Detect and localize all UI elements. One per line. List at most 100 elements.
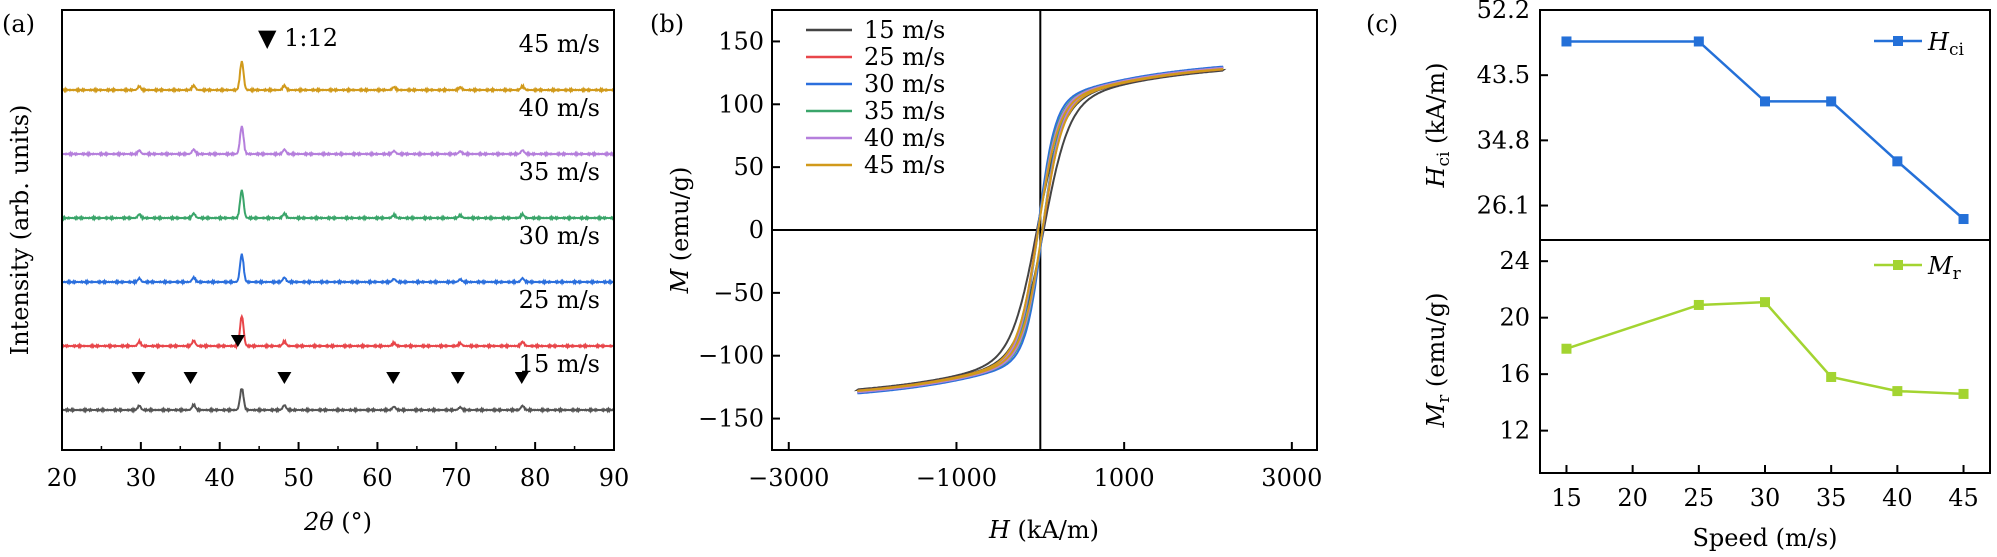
series-line: [1566, 300, 1964, 396]
x-tick-label: 80: [520, 464, 551, 492]
y-axis-unit-b: (emu/g): [666, 167, 694, 269]
x-axis-label-c: Speed (m/s): [1692, 524, 1837, 552]
marker-legend: ▼ 1:12: [258, 24, 338, 52]
y-axis-label-b: M (emu/g): [666, 167, 694, 295]
y-axis-var-b: M: [666, 267, 694, 294]
y-tick-label: 150: [718, 27, 764, 55]
y-tick-label: 26.1: [1477, 192, 1530, 220]
phase-marker: [183, 372, 198, 384]
hysteresis-loops-group: [853, 65, 1227, 395]
y-axis-var-mr: M: [1422, 401, 1450, 428]
x-axis-ticks-a: 20 30 40 50 60 70 80 90: [47, 442, 629, 492]
x-tick-label: 1000: [1094, 464, 1155, 492]
phase-marker: [450, 372, 465, 384]
data-point: [1760, 297, 1770, 308]
data-point: [1760, 96, 1770, 107]
legend-label: Mr: [1927, 252, 1962, 284]
legend-var: M: [1927, 252, 1954, 280]
legend-sub: r: [1953, 264, 1962, 284]
data-point: [1826, 96, 1837, 107]
phase-marker: [386, 372, 401, 384]
y-axis-label-a: Intensity (arb. units): [6, 105, 34, 356]
hci-plot: 26.1 34.8 43.5 52.2 Hci: [1477, 0, 1969, 225]
legend-marker: [1893, 36, 1903, 46]
x-tick-label: 40: [1882, 484, 1913, 512]
y-tick-label: 34.8: [1477, 126, 1530, 154]
legend-var: H: [1927, 28, 1950, 56]
xrd-series-labels: 15 m/s 25 m/s 30 m/s 35 m/s 40 m/s 45 m/s: [519, 30, 600, 378]
mr-plot: 12 16 20 24 Mr: [1499, 247, 1969, 445]
panel-a: (a) ▼ 1:12 15 m/s 25 m/s 30 m/s 35 m/s 40 m/…: [2, 9, 629, 536]
y-tick-label: 100: [718, 90, 764, 118]
phase-marker: [277, 372, 292, 384]
panel-b-label: (b): [650, 10, 684, 38]
x-tick-label: 25: [1684, 484, 1715, 512]
y-axis-var-hci: H: [1422, 165, 1450, 188]
xrd-series-line: [61, 189, 615, 222]
y-tick-label: 20: [1499, 304, 1530, 332]
xrd-series-line: [61, 313, 615, 350]
y-tick-label: 50: [733, 153, 764, 181]
legend-label: 25 m/s: [864, 43, 945, 71]
x-axis-var-b: H: [988, 516, 1011, 544]
phase-marker: [514, 372, 529, 384]
y-tick-label: 16: [1499, 360, 1530, 388]
y-tick-label: 12: [1499, 417, 1530, 445]
data-point: [1561, 343, 1572, 354]
hysteresis-loop: [857, 68, 1224, 392]
y-axis-sub-mr: r: [1434, 394, 1454, 403]
x-tick-label: 20: [1617, 484, 1648, 512]
phase-marker: [131, 372, 146, 384]
legend-label: 40 m/s: [864, 124, 945, 152]
xrd-series-label: 25 m/s: [519, 286, 600, 314]
y-tick-label: −50: [713, 279, 764, 307]
x-tick-label: 45: [1948, 484, 1979, 512]
legend-marker: [1893, 260, 1903, 270]
xrd-series-label: 15 m/s: [519, 350, 600, 378]
x-tick-label: 50: [283, 464, 314, 492]
x-axis-label-a: 2θ (°): [303, 508, 372, 536]
panel-b: (b) −3000 −1000 1000 3000 −150 −100 −50 0 50 100 1…: [650, 9, 1322, 544]
phase-marker: [230, 335, 245, 347]
y-tick-label: 52.2: [1477, 0, 1530, 24]
axis-ticks-b: −3000 −1000 1000 3000 −150 −100 −50 0 50 100 150: [698, 27, 1322, 492]
xrd-series-line: [61, 388, 615, 414]
y-tick-label: −150: [698, 405, 764, 433]
xrd-series-line: [61, 125, 615, 158]
x-axis-unit-a: (°): [334, 508, 372, 536]
y-tick-label: 24: [1499, 247, 1530, 275]
data-point: [1561, 36, 1572, 47]
panel-c-label: (c): [1366, 10, 1398, 38]
x-axis-var-a: 2θ: [303, 508, 334, 536]
data-point: [1892, 156, 1903, 167]
xrd-series-label: 30 m/s: [519, 222, 600, 250]
legend-b: 15 m/s25 m/s30 m/s35 m/s40 m/s45 m/s: [806, 16, 945, 179]
y-axis-sub-hci: ci: [1434, 151, 1454, 167]
y-tick-label: −100: [698, 342, 764, 370]
y-axis-unit-hci: (kA/m): [1422, 63, 1450, 152]
y-axis-label-mr: Mr (emu/g): [1422, 293, 1454, 429]
data-point: [1958, 214, 1969, 225]
legend-label: 15 m/s: [864, 16, 945, 44]
panel-a-label: (a): [2, 10, 35, 38]
xrd-series-label: 40 m/s: [519, 94, 600, 122]
panel-c: (c) 26.1 34.8 43.5 52.2 Hci 12 16 20 24 Mr 15 20 2…: [1366, 0, 1991, 552]
legend-label: 45 m/s: [864, 151, 945, 179]
x-tick-label: 30: [1750, 484, 1781, 512]
plot-frame-c: [1539, 9, 1991, 474]
x-tick-label: 60: [362, 464, 393, 492]
phase-markers-group: [131, 32, 529, 384]
xrd-series-group: [61, 60, 615, 414]
legend-sub: ci: [1949, 40, 1965, 60]
data-point: [1892, 386, 1903, 397]
xrd-series-line: [61, 253, 615, 286]
x-axis-label-b: H (kA/m): [988, 516, 1099, 544]
series-line: [1566, 40, 1965, 220]
x-tick-label: 40: [204, 464, 235, 492]
x-tick-label: −3000: [748, 464, 829, 492]
x-tick-label: 30: [126, 464, 157, 492]
legend-label: 35 m/s: [864, 97, 945, 125]
x-axis-ticks-c: 15 20 25 30 35 40 45: [1551, 465, 1979, 512]
data-point: [1693, 36, 1704, 47]
data-point: [1693, 299, 1704, 310]
